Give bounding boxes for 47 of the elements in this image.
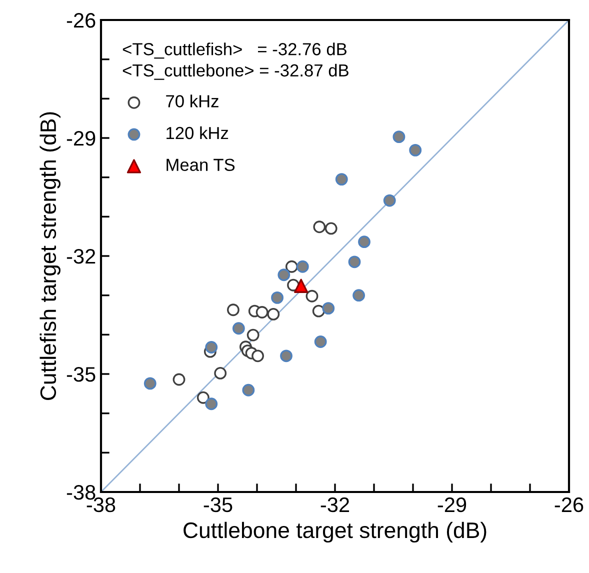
point [205, 341, 218, 354]
x-tick-label: -35 [204, 497, 232, 512]
point [144, 377, 156, 390]
point [312, 304, 325, 318]
point [196, 391, 210, 404]
point [172, 373, 186, 386]
point [271, 291, 284, 304]
point [392, 130, 406, 144]
point [252, 350, 264, 362]
point [285, 260, 298, 273]
point [335, 173, 348, 186]
point [205, 398, 218, 410]
point [226, 304, 240, 316]
y-tick-label: -26 [66, 13, 96, 28]
point [296, 260, 309, 273]
point [294, 278, 308, 293]
point [348, 256, 361, 268]
x-tick-label: -29 [438, 497, 466, 512]
x-tick-label: -26 [554, 497, 584, 512]
x-axis-title: Cuttlebone target strength (dB) [184, 522, 486, 543]
point [306, 290, 318, 302]
point [267, 308, 280, 320]
legend-label: Mean TS [166, 158, 235, 171]
point [383, 194, 396, 207]
point [232, 322, 245, 335]
point [242, 384, 255, 396]
point [246, 328, 260, 342]
point [352, 289, 366, 302]
point [280, 350, 292, 362]
point [214, 367, 227, 380]
point [324, 222, 338, 235]
annotation: <TS_cuttlefish> = -32.76 dB [122, 42, 346, 59]
annotation: <TS_cuttlebone> = -32.87 dB [122, 64, 348, 80]
legend-label: 120 kHz [166, 126, 228, 140]
y-tick-label: -32 [66, 249, 96, 264]
point [409, 144, 422, 156]
point [314, 336, 327, 348]
point [256, 306, 268, 318]
point [322, 302, 335, 315]
point [358, 236, 370, 248]
y-axis-title: Cuttlefish target strength (dB) [40, 112, 60, 400]
legend-label: 70 kHz [166, 94, 218, 108]
point [313, 220, 326, 234]
y-tick-label: -35 [66, 367, 96, 382]
y-tick-label: -29 [66, 131, 96, 146]
x-tick-label: -32 [320, 497, 350, 512]
point [278, 268, 290, 282]
